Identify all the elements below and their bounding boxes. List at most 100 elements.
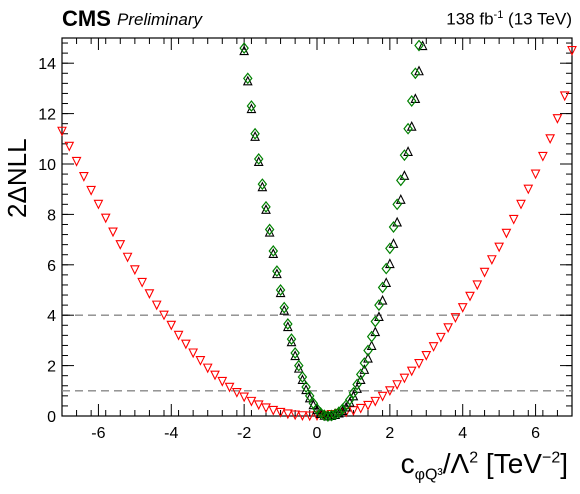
data-point-diamond <box>253 152 264 165</box>
x-label-unit-pow: −2 <box>541 449 561 467</box>
data-point-diamond <box>294 359 304 372</box>
data-point-triangle-down <box>246 396 257 407</box>
data-point-triangle-down <box>552 114 563 124</box>
data-point-diamond <box>261 200 271 213</box>
data-point-triangle-up <box>381 277 392 287</box>
data-point-triangle-down <box>428 342 439 352</box>
data-point-triangle-down <box>457 303 468 313</box>
data-point-diamond <box>370 315 381 328</box>
y-tick-label: 6 <box>47 258 56 275</box>
data-point-triangle-up <box>395 194 406 204</box>
data-point-triangle-down <box>108 227 118 238</box>
data-point-diamond <box>301 381 311 393</box>
x-tick-label: 4 <box>458 425 467 442</box>
data-point-triangle-down <box>494 242 505 253</box>
data-point-triangle-down <box>93 199 104 210</box>
data-point-triangle-down <box>224 382 235 393</box>
data-point-triangle-down <box>421 350 432 361</box>
data-point-triangle-down <box>64 141 75 152</box>
lumi-exponent: -1 <box>493 9 504 21</box>
y-tick-label: 0 <box>47 409 56 426</box>
y-tick-label: 10 <box>38 157 56 174</box>
data-point-diamond <box>359 357 370 370</box>
data-point-triangle-up <box>417 40 428 51</box>
data-point-diamond <box>257 178 268 191</box>
data-point-triangle-down <box>508 214 519 225</box>
y-tick-label: 4 <box>47 308 56 325</box>
tick-labels: -6 -4 -2 0 2 4 6 0 2 4 6 8 10 12 14 <box>38 56 540 442</box>
data-point-diamond <box>264 223 275 236</box>
data-point-triangle-down <box>282 409 293 420</box>
data-point-triangle-down <box>100 213 111 224</box>
data-point-diamond <box>366 330 377 343</box>
data-point-triangle-down <box>173 330 184 341</box>
data-point-triangle-down <box>129 265 140 276</box>
data-point-diamond <box>279 301 289 314</box>
data-point-triangle-down <box>71 156 82 167</box>
lumi-energy: (13 TeV) <box>503 9 572 29</box>
data-point-diamond <box>363 344 373 357</box>
data-point-triangle-down <box>501 228 512 239</box>
data-point-triangle-down <box>384 386 395 397</box>
data-point-diamond <box>399 149 410 162</box>
data-point-diamond <box>326 409 337 422</box>
data-point-triangle-down <box>275 407 286 418</box>
data-point-diamond <box>243 72 253 85</box>
x-tick-label: 0 <box>313 425 322 442</box>
data-point-triangle-down <box>78 172 89 182</box>
data-point-triangle-down <box>290 410 301 421</box>
data-point-triangle-down <box>479 267 490 278</box>
data-point-triangle-down <box>151 300 162 311</box>
data-point-diamond <box>345 393 355 406</box>
data-point-diamond <box>268 244 279 257</box>
data-point-triangle-down <box>253 400 264 411</box>
data-point-diamond <box>381 262 391 275</box>
data-point-triangle-up <box>366 340 377 350</box>
axis-ticks <box>61 38 573 417</box>
x-axis-label: cφQ³/Λ2 [TeV−2] <box>401 448 568 485</box>
x-label-c: c <box>400 448 415 479</box>
data-point-triangle-down <box>115 240 126 250</box>
data-point-triangle-down <box>392 380 403 390</box>
x-tick-label: 2 <box>385 425 394 442</box>
data-point-triangle-down <box>348 406 359 416</box>
data-point-diamond <box>392 198 402 211</box>
data-point-diamond <box>403 122 413 135</box>
x-label-unit-open: [TeV <box>478 448 542 479</box>
data-points <box>57 39 577 422</box>
data-point-triangle-down <box>530 169 541 180</box>
data-point-triangle-down <box>137 277 148 288</box>
y-tick-label: 2 <box>47 359 56 376</box>
luminosity-label: 138 fb-1 (13 TeV) <box>446 9 572 30</box>
y-tick-label: 12 <box>38 107 56 124</box>
data-point-diamond <box>290 347 300 359</box>
data-point-diamond <box>283 318 293 330</box>
x-label-pow: 2 <box>469 449 479 467</box>
data-point-diamond <box>319 409 330 422</box>
data-point-diamond <box>337 403 348 416</box>
data-point-triangle-down <box>268 405 279 416</box>
data-point-diamond <box>246 100 257 113</box>
data-point-triangle-down <box>545 134 556 145</box>
data-point-triangle-up <box>374 311 384 322</box>
x-tick-label: -6 <box>91 425 105 442</box>
data-point-triangle-down <box>537 151 548 162</box>
data-point-triangle-up <box>359 364 370 374</box>
data-point-diamond <box>414 39 424 52</box>
data-point-triangle-down <box>217 376 228 387</box>
data-point-triangle-down <box>261 403 271 414</box>
y-tick-label: 14 <box>38 56 56 73</box>
data-point-triangle-down <box>304 411 315 422</box>
x-label-unit-close: ] <box>560 448 568 479</box>
x-tick-label: 6 <box>531 425 540 442</box>
data-point-diamond <box>396 174 406 187</box>
data-point-diamond <box>406 95 417 107</box>
x-label-sub: φQ³ <box>414 466 443 484</box>
data-point-triangle-up <box>388 238 399 248</box>
data-point-diamond <box>410 67 421 80</box>
status-label: Preliminary <box>117 10 203 29</box>
data-point-triangle-down <box>370 396 381 407</box>
data-point-triangle-down <box>559 91 570 102</box>
data-point-triangle-down <box>297 411 308 421</box>
